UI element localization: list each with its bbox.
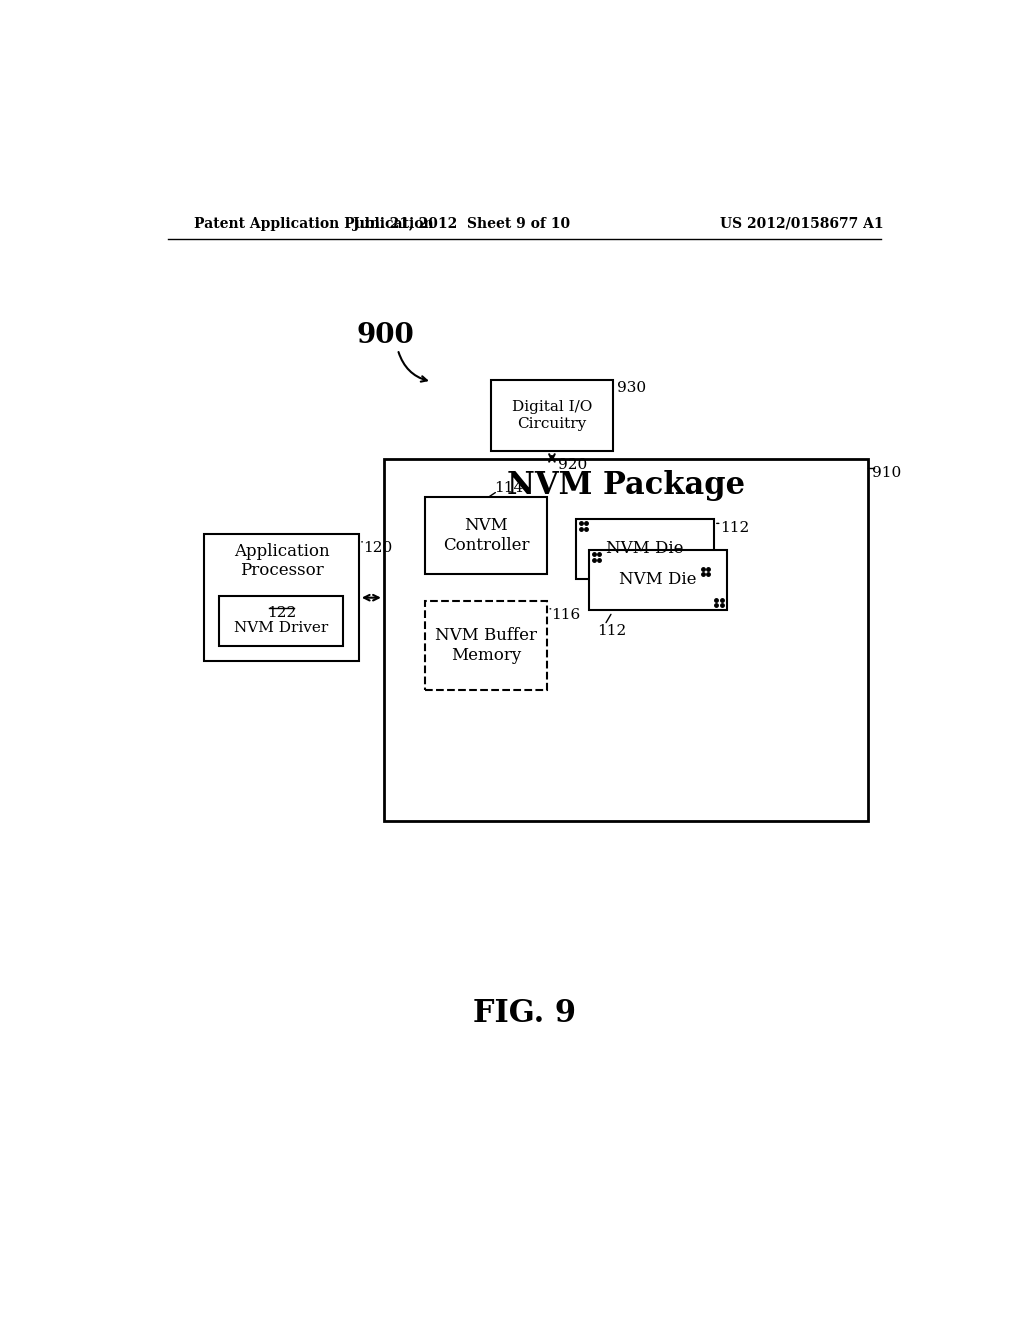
Text: Jun. 21, 2012  Sheet 9 of 10: Jun. 21, 2012 Sheet 9 of 10 — [352, 216, 569, 231]
Bar — [589, 549, 727, 610]
Text: 112: 112 — [597, 624, 626, 638]
Bar — [425, 601, 547, 689]
Text: NVM Driver: NVM Driver — [234, 622, 329, 635]
Text: NVM Die: NVM Die — [606, 540, 684, 557]
Text: 930: 930 — [617, 381, 646, 395]
Text: Digital I/O
Circuitry: Digital I/O Circuitry — [512, 400, 592, 430]
Text: 920: 920 — [558, 458, 588, 471]
Text: Application
Processor: Application Processor — [233, 543, 330, 579]
Text: Patent Application Publication: Patent Application Publication — [194, 216, 433, 231]
Text: 114: 114 — [494, 480, 523, 495]
Bar — [490, 380, 613, 451]
Bar — [219, 595, 343, 645]
Text: 120: 120 — [362, 541, 392, 554]
Text: NVM Die: NVM Die — [620, 572, 697, 589]
Text: NVM
Controller: NVM Controller — [442, 517, 529, 554]
Text: 112: 112 — [720, 521, 750, 535]
Bar — [204, 535, 359, 661]
Text: 900: 900 — [356, 322, 415, 348]
Text: US 2012/0158677 A1: US 2012/0158677 A1 — [721, 216, 884, 231]
Text: FIG. 9: FIG. 9 — [473, 998, 577, 1028]
Text: 122: 122 — [267, 606, 296, 620]
Bar — [384, 459, 868, 821]
Text: 910: 910 — [872, 466, 901, 479]
Text: NVM Package: NVM Package — [507, 470, 745, 502]
Text: NVM Buffer
Memory: NVM Buffer Memory — [435, 627, 537, 664]
Bar — [425, 498, 547, 574]
Bar — [575, 519, 714, 579]
Text: 116: 116 — [551, 609, 581, 622]
